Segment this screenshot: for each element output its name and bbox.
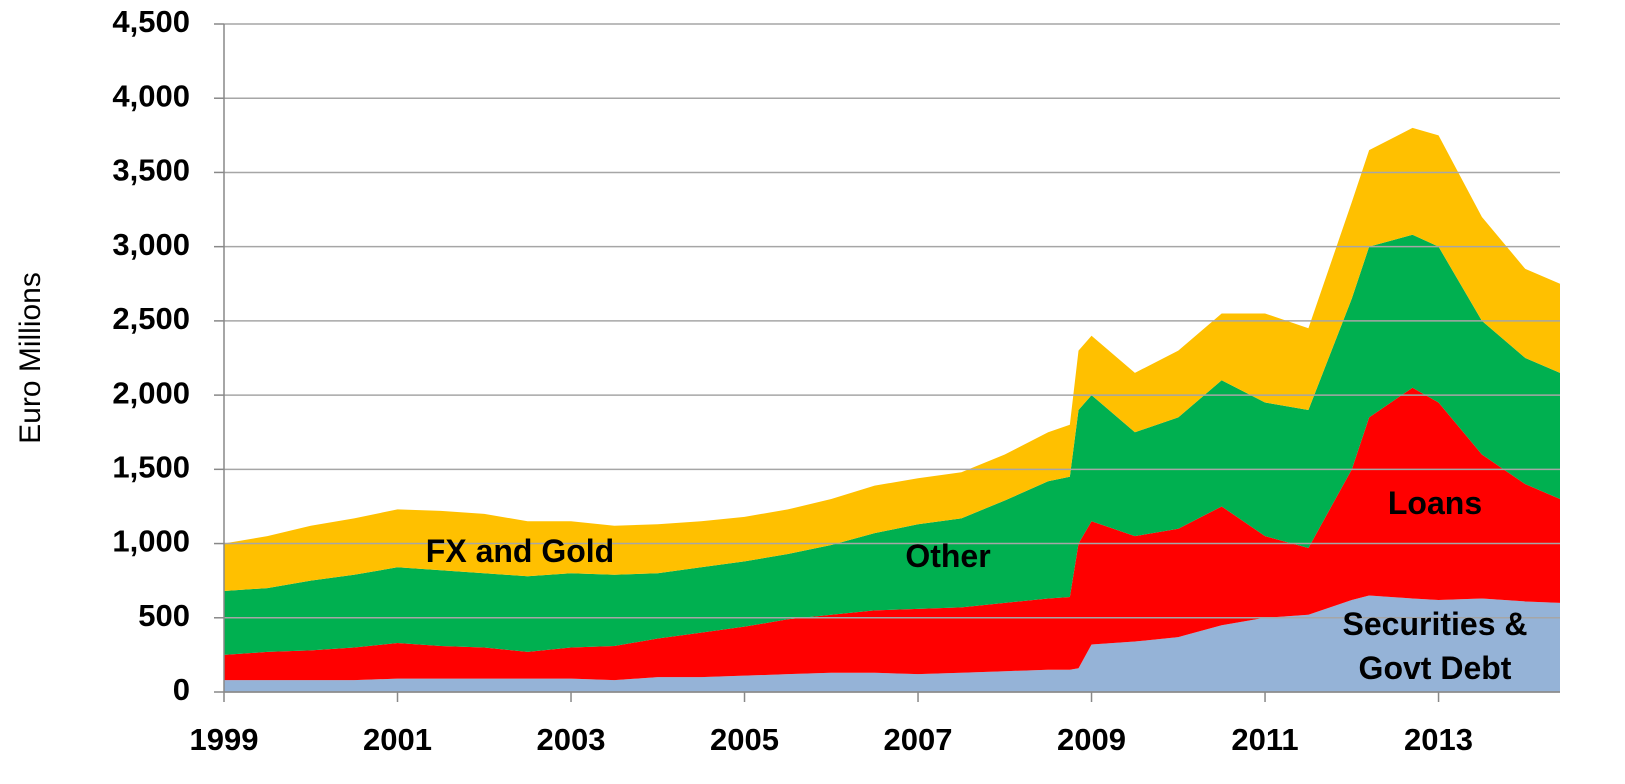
x-tick-label: 2005	[710, 722, 779, 757]
y-tick-label: 1,500	[112, 450, 190, 485]
area	[224, 387, 1560, 681]
x-tick-label: 2011	[1231, 722, 1298, 757]
x-tick-label: 2013	[1404, 722, 1473, 757]
area	[224, 234, 1560, 655]
x-tick-label: 2001	[363, 722, 432, 757]
y-tick-label: 2,500	[112, 301, 190, 336]
y-tick-label: 500	[138, 598, 190, 633]
x-tick-label: 1999	[190, 722, 259, 757]
area	[224, 127, 1560, 592]
y-tick-label: 4,000	[112, 78, 190, 113]
series-label: Securities & Govt Debt	[1342, 606, 1528, 686]
y-axis-label: Euro Millions	[14, 272, 47, 444]
y-tick-label: 2,000	[112, 375, 190, 410]
series-label: Loans	[1387, 485, 1483, 521]
x-tick-label: 2007	[884, 722, 953, 757]
y-tick-label: 3,500	[112, 153, 190, 188]
y-tick-label: 1,000	[112, 524, 190, 559]
series-label: Other	[905, 538, 991, 574]
x-tick-label: 2003	[537, 722, 606, 757]
y-tick-label: 4,500	[112, 4, 190, 39]
y-tick-label: 0	[173, 672, 190, 707]
series-label: FX and Gold	[425, 533, 615, 569]
y-tick-label: 3,000	[112, 227, 190, 262]
x-tick-label: 2009	[1057, 722, 1126, 757]
area	[224, 595, 1560, 692]
